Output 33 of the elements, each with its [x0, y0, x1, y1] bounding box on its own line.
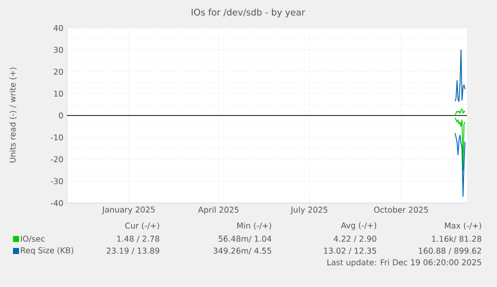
y-tick-label: -40	[50, 200, 63, 206]
y-axis-title: Units read (-) / write (+)	[9, 68, 17, 162]
text: 1.48 / 2.78	[117, 236, 160, 242]
line-series	[454, 132, 466, 197]
legend-label: IO/sec	[20, 236, 45, 242]
x-tick-label: April 2025	[198, 206, 239, 214]
text: 349.26m/ 4.55	[214, 248, 272, 254]
text: Avg (-/+)	[340, 222, 376, 230]
y-tick-label: -30	[50, 178, 63, 184]
text: 56.48m/ 1.04	[218, 236, 272, 242]
y-tick-label: 40	[54, 24, 63, 32]
line-series	[454, 49, 466, 102]
x-tick-label: January 2025	[102, 206, 155, 214]
chart-title: IOs for /dev/sdb - by year	[192, 8, 306, 18]
text: Max (-/+)	[444, 222, 482, 230]
y-tick-label: 30	[54, 46, 63, 53]
legend-label: Req Size (KB)	[20, 247, 74, 255]
text: 13.02 / 12.35	[324, 248, 376, 254]
line-series	[454, 117, 466, 171]
text: 4.22 / 2.90	[334, 236, 376, 242]
text: 1.16k/ 81.28	[432, 236, 482, 242]
y-tick-label: 0	[58, 112, 63, 119]
text: 160.88 / 899.62	[418, 248, 481, 254]
text: Cur (-/+)	[125, 222, 160, 230]
x-tick-label: October 2025	[374, 206, 428, 213]
y-tick-label: 20	[54, 68, 63, 75]
y-tick-label: 10	[54, 90, 63, 97]
text: Min (-/+)	[237, 222, 272, 230]
text: Last update: Fri Dec 19 06:20:00 2025	[327, 259, 482, 267]
text: 23.19 / 13.89	[106, 248, 160, 254]
y-tick-label: -20	[50, 156, 63, 162]
x-tick-label: July 2025	[290, 206, 328, 214]
y-tick-label: -10	[50, 134, 63, 140]
